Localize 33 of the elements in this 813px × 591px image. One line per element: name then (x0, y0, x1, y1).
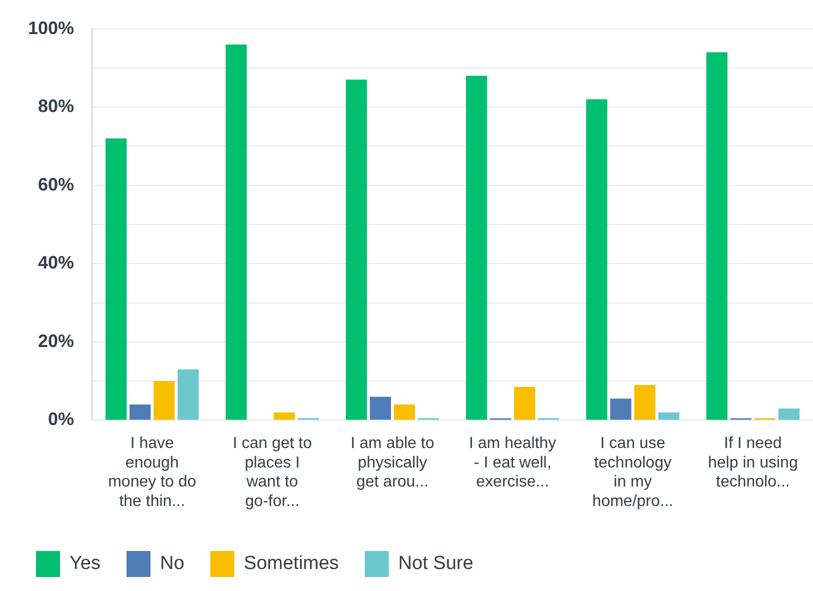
bar (634, 384, 656, 420)
y-tick-label: 60% (38, 174, 74, 194)
x-tick-label: I am healthy - I eat well, exercise... (469, 435, 556, 491)
bar (105, 138, 127, 420)
bar (466, 76, 488, 420)
bar (346, 80, 367, 420)
y-tick-label: 40% (38, 252, 74, 273)
x-tick-label: If I need help in using technolo... (708, 435, 798, 491)
bar (154, 381, 175, 420)
bar (178, 369, 199, 420)
bar (706, 52, 728, 420)
bar (658, 412, 680, 420)
bar (610, 398, 632, 420)
bar (274, 412, 295, 420)
legend-label: Sometimes (244, 553, 339, 574)
x-tick-label: I can get to places I want to go-for... (232, 435, 312, 510)
bar (514, 386, 536, 420)
bar (370, 396, 391, 420)
bar (778, 408, 800, 420)
y-tick-label: 0% (48, 409, 74, 430)
legend-label: Yes (70, 553, 100, 574)
bar (394, 404, 416, 420)
x-tick-label: I can use technology in my home/pro... (592, 435, 674, 510)
legend-label: No (160, 553, 184, 574)
bar (226, 44, 247, 420)
bar (130, 404, 151, 420)
y-tick-label: 100% (28, 18, 74, 38)
x-tick-label: I am able to physically get arou... (350, 435, 434, 491)
bar (586, 99, 608, 420)
y-tick-label: 20% (38, 330, 74, 351)
legend-label: Not Sure (398, 553, 474, 574)
x-tick-label: I have enough money to do the thin... (108, 435, 196, 510)
y-tick-label: 80% (38, 96, 74, 116)
